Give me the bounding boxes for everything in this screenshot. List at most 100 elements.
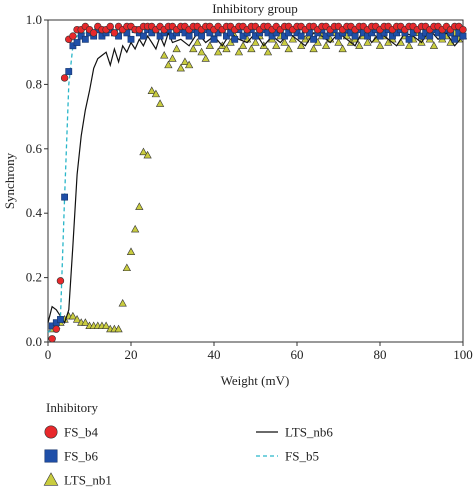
data-point-lts-nb1 <box>222 44 231 53</box>
data-point-fs-b6 <box>73 39 81 46</box>
plot-area <box>47 19 464 343</box>
legend-title: Inhibitory <box>46 400 98 415</box>
data-point-lts-nb1 <box>184 60 194 69</box>
data-point-fs-b6 <box>310 35 317 43</box>
data-point-lts-nb1 <box>147 86 156 94</box>
data-point-lts-nb1 <box>272 41 281 49</box>
data-point-fs-b6 <box>426 32 434 40</box>
data-point-fs-b6 <box>459 32 467 40</box>
data-point-fs-b6 <box>127 35 135 43</box>
data-point-lts-nb1 <box>201 54 210 62</box>
data-point-fs-b6 <box>451 35 459 43</box>
data-point-lts-nb1 <box>180 57 190 65</box>
data-point-lts-nb1 <box>205 41 214 49</box>
y-tick-label: 0.2 <box>26 270 42 285</box>
data-point-fs-b6 <box>57 316 64 323</box>
data-point-fs-b4 <box>48 335 56 343</box>
y-tick-label: 0.4 <box>26 205 43 220</box>
series-line-lts-nb6 <box>47 28 464 325</box>
data-point-fs-b4 <box>106 22 114 31</box>
series-lts-nb6 <box>47 28 464 325</box>
data-point-lts-nb1 <box>135 202 144 210</box>
data-point-fs-b4 <box>89 29 98 37</box>
data-point-lts-nb1 <box>338 44 347 53</box>
data-point-fs-b6 <box>61 193 68 201</box>
data-point-fs-b6 <box>81 35 89 43</box>
x-axis-title: Weight (mV) <box>221 373 290 388</box>
series-layer <box>47 22 468 343</box>
data-point-lts-nb1 <box>214 47 223 56</box>
data-point-fs-b4 <box>60 74 69 82</box>
data-point-fs-b6 <box>65 68 73 75</box>
legend-label-lts-nb6: LTS_nb6 <box>285 425 333 440</box>
data-point-lts-nb1 <box>280 38 289 46</box>
y-tick-label: 0.8 <box>26 76 42 91</box>
series-fs-b5 <box>47 29 463 333</box>
series-line-fs-b5 <box>47 29 463 333</box>
data-point-lts-nb1 <box>297 41 306 49</box>
data-point-lts-nb1 <box>122 263 131 272</box>
legend-item-lts-nb6: LTS_nb6 <box>256 425 333 440</box>
data-point-fs-b6 <box>351 32 359 40</box>
data-point-lts-nb1 <box>375 41 385 49</box>
data-point-fs-b6 <box>185 32 193 40</box>
data-point-fs-b4 <box>52 325 60 333</box>
legend-item-lts-nb1: LTS_nb1 <box>43 472 112 488</box>
x-tick-label: 80 <box>374 347 387 362</box>
data-point-fs-b4 <box>56 277 65 285</box>
data-point-lts-nb1 <box>189 44 198 53</box>
data-point-fs-b6 <box>405 35 413 43</box>
data-point-lts-nb1 <box>151 89 161 98</box>
data-point-lts-nb1 <box>355 41 364 49</box>
axis-layer: 0 20 40 60 80 100 0.0 0.2 0.4 0.6 0.8 1.0 <box>26 12 473 362</box>
data-point-lts-nb1 <box>263 47 273 56</box>
legend-item-fs-b5: FS_b5 <box>256 449 319 464</box>
data-point-fs-b4 <box>110 29 119 37</box>
legend-label-fs-b6: FS_b6 <box>64 449 98 464</box>
data-point-lts-nb1 <box>68 311 78 320</box>
data-point-lts-nb1 <box>168 54 177 62</box>
legend-swatch-fs-b4 <box>44 425 58 439</box>
legend: FS_b4 FS_b6 LTS_nb1 LTS_nb6 FS_b5 <box>43 425 333 488</box>
x-tick-label: 20 <box>125 347 138 362</box>
data-point-fs-b6 <box>438 32 446 40</box>
series-fs-b6 <box>48 26 467 330</box>
series-fs-b4 <box>48 22 467 343</box>
y-tick-label: 0.6 <box>26 141 43 156</box>
data-point-lts-nb1 <box>334 38 343 46</box>
data-point-lts-nb1 <box>160 51 169 59</box>
x-tick-label: 40 <box>208 347 221 362</box>
data-point-fs-b6 <box>231 35 239 43</box>
data-point-lts-nb1 <box>429 41 439 49</box>
data-point-lts-nb1 <box>143 150 152 159</box>
data-point-lts-nb1 <box>363 38 372 46</box>
data-point-lts-nb1 <box>164 60 173 69</box>
data-point-lts-nb1 <box>139 147 148 156</box>
data-point-lts-nb1 <box>172 44 181 53</box>
data-point-fs-b6 <box>140 32 147 40</box>
data-point-fs-b4 <box>459 25 467 34</box>
legend-item-fs-b6: FS_b6 <box>44 449 98 464</box>
data-point-lts-nb1 <box>238 41 248 49</box>
data-point-lts-nb1 <box>193 38 202 46</box>
data-point-lts-nb1 <box>251 38 260 46</box>
legend-label-fs-b5: FS_b5 <box>285 449 319 464</box>
series-lts-nb1 <box>48 28 468 333</box>
data-point-lts-nb1 <box>247 44 256 53</box>
legend-swatch-fs-b6 <box>44 449 58 463</box>
legend-item-fs-b4: FS_b4 <box>44 425 98 440</box>
data-point-lts-nb1 <box>114 324 123 333</box>
data-point-lts-nb1 <box>72 315 82 323</box>
data-point-lts-nb1 <box>404 41 414 49</box>
x-tick-label: 100 <box>453 347 473 362</box>
data-point-fs-b6 <box>198 32 205 40</box>
data-point-lts-nb1 <box>155 99 165 107</box>
data-point-lts-nb1 <box>131 224 140 233</box>
x-tick-label: 0 <box>45 347 52 362</box>
data-point-lts-nb1 <box>118 298 127 307</box>
data-point-lts-nb1 <box>176 63 185 72</box>
data-point-lts-nb1 <box>284 44 293 53</box>
data-point-fs-b4 <box>69 32 77 40</box>
chart-title: Inhibitory group <box>212 1 298 16</box>
